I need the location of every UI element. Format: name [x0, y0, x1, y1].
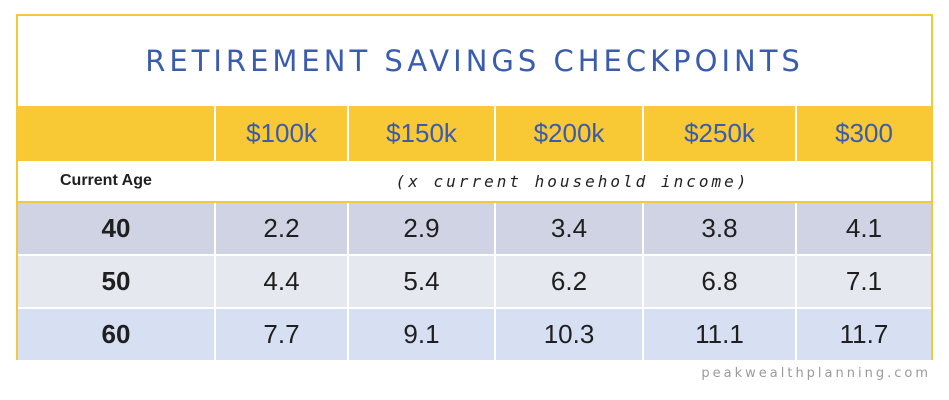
- age-cell: 40: [101, 213, 131, 243]
- column-header-200k: $200k: [494, 106, 642, 161]
- age-cell: 60: [101, 319, 131, 349]
- page-title: RETIREMENT SAVINGS CHECKPOINTS: [145, 44, 804, 78]
- income-multiplier-note: (x current household income): [395, 171, 750, 191]
- value-cell: 4.4: [214, 256, 347, 307]
- column-header-150k: $150k: [347, 106, 494, 161]
- value-cell: 7.1: [795, 256, 931, 307]
- value-cell: 11.7: [795, 309, 931, 360]
- subheader-row: Current Age (x current household income): [18, 161, 931, 201]
- income-header-row: $100k $150k $200k $250k $300: [18, 106, 931, 161]
- value-cell: 11.1: [642, 309, 795, 360]
- table-row: 60 7.7 9.1 10.3 11.1 11.7: [18, 309, 931, 360]
- header-empty-cell: [18, 106, 214, 161]
- value-cell: 2.2: [214, 203, 347, 254]
- column-header-300: $300: [795, 106, 931, 161]
- table-row: 50 4.4 5.4 6.2 6.8 7.1: [18, 256, 931, 309]
- source-footer: peakwealthplanning.com: [701, 366, 931, 381]
- value-cell: 5.4: [347, 256, 494, 307]
- value-cell: 4.1: [795, 203, 931, 254]
- value-cell: 3.4: [494, 203, 642, 254]
- value-cell: 2.9: [347, 203, 494, 254]
- checkpoints-table: RETIREMENT SAVINGS CHECKPOINTS $100k $15…: [16, 14, 933, 360]
- value-cell: 9.1: [347, 309, 494, 360]
- age-cell: 50: [101, 266, 131, 296]
- value-cell: 10.3: [494, 309, 642, 360]
- value-cell: 6.2: [494, 256, 642, 307]
- value-cell: 3.8: [642, 203, 795, 254]
- data-rows: 40 2.2 2.9 3.4 3.8 4.1 50 4.4 5.4 6.2 6.…: [18, 201, 931, 360]
- table-row: 40 2.2 2.9 3.4 3.8 4.1: [18, 203, 931, 256]
- value-cell: 6.8: [642, 256, 795, 307]
- current-age-label: Current Age: [60, 172, 152, 189]
- value-cell: 7.7: [214, 309, 347, 360]
- column-header-100k: $100k: [214, 106, 347, 161]
- column-header-250k: $250k: [642, 106, 795, 161]
